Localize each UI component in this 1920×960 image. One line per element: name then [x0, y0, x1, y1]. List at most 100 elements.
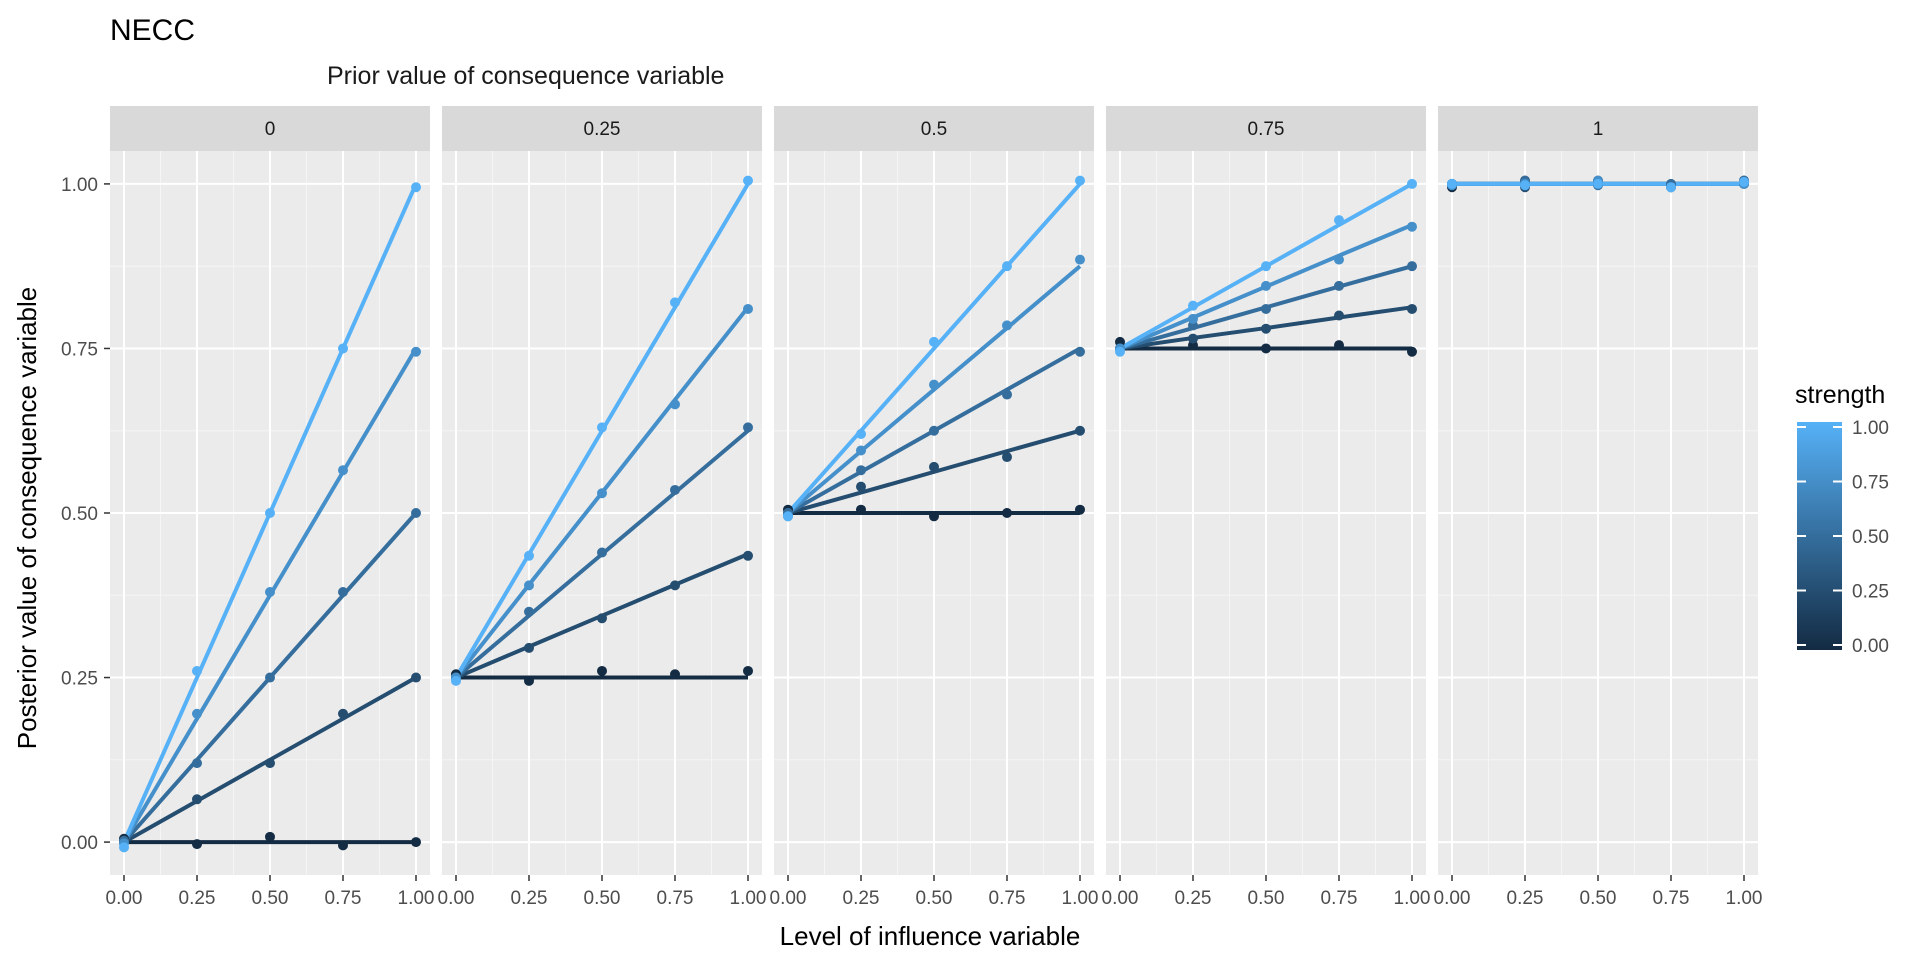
- y-tick-label: 0.75: [61, 339, 98, 360]
- y-tick-label: 0.50: [61, 504, 98, 525]
- facet-strip-label: 0.25: [584, 119, 621, 140]
- x-tick-label: 1.00: [1394, 888, 1431, 909]
- x-tick-label: 0.50: [1580, 888, 1617, 909]
- data-point: [743, 550, 753, 561]
- data-point: [524, 642, 534, 653]
- data-point: [411, 837, 421, 848]
- data-point: [929, 461, 939, 472]
- data-point: [265, 508, 275, 518]
- data-point: [670, 297, 680, 308]
- data-point: [1261, 280, 1271, 291]
- data-point: [1334, 215, 1344, 226]
- legend-tick-label: 1.00: [1852, 418, 1889, 439]
- facet-panel: 0.75 0.00 0.25 0.50 0.75 1.00: [1102, 106, 1431, 909]
- data-point: [1407, 261, 1417, 272]
- data-point: [1188, 333, 1198, 344]
- data-point: [1334, 310, 1344, 321]
- y-tick-label: 1.00: [61, 175, 98, 196]
- x-tick-label: 0.50: [252, 888, 289, 909]
- x-tick-label: 0.25: [511, 888, 548, 909]
- data-point: [1739, 176, 1749, 187]
- legend-title: strength: [1795, 381, 1885, 409]
- facet-title: Prior value of consequence variable: [327, 62, 724, 90]
- data-point: [1002, 452, 1012, 463]
- data-point: [856, 481, 866, 492]
- legend-tick-label: 0.50: [1852, 527, 1889, 548]
- facet-panels: 0 0.00 0.25 0.50 0.75 1.00 0.25 0.00 0.25 0.50 0.7…: [106, 106, 1762, 909]
- data-point: [929, 336, 939, 347]
- y-tick-label: 0.00: [61, 833, 98, 854]
- data-point: [119, 842, 129, 853]
- facet-strip-label: 0.5: [921, 119, 947, 140]
- data-point: [856, 504, 866, 515]
- data-point: [1666, 182, 1676, 193]
- facet-strip: [774, 106, 1094, 151]
- data-point: [411, 346, 421, 357]
- data-point: [1334, 340, 1344, 351]
- data-point: [856, 445, 866, 456]
- facet-strip-label: 0: [265, 119, 276, 140]
- data-point: [1075, 175, 1085, 186]
- x-tick-label: 0.75: [989, 888, 1026, 909]
- data-point: [338, 465, 348, 476]
- data-point: [1002, 261, 1012, 272]
- strength-legend: strength 1.00 0.75 0.50 0.25 0.00: [1795, 381, 1889, 657]
- legend-tick-label: 0.75: [1852, 473, 1889, 494]
- data-point: [411, 672, 421, 683]
- x-tick-label: 0.25: [179, 888, 216, 909]
- data-point: [338, 708, 348, 719]
- data-point: [597, 613, 607, 624]
- chart-title: NECC: [110, 14, 195, 47]
- data-point: [670, 399, 680, 410]
- data-point: [1261, 303, 1271, 314]
- data-point: [1334, 254, 1344, 265]
- data-point: [192, 708, 202, 719]
- data-point: [192, 839, 202, 850]
- facet-strip-label: 0.75: [1248, 119, 1285, 140]
- x-tick-label: 1.00: [730, 888, 767, 909]
- x-axis-title: Level of influence variable: [780, 921, 1081, 951]
- data-point: [265, 672, 275, 683]
- data-point: [1075, 425, 1085, 436]
- data-point: [1447, 178, 1457, 189]
- data-point: [670, 580, 680, 591]
- x-tick-label: 0.00: [770, 888, 807, 909]
- data-point: [1002, 320, 1012, 331]
- x-tick-label: 0.75: [1321, 888, 1358, 909]
- x-tick-label: 0.50: [916, 888, 953, 909]
- data-point: [524, 580, 534, 591]
- data-point: [1407, 221, 1417, 232]
- x-tick-label: 0.25: [843, 888, 880, 909]
- legend-ticks: 1.00 0.75 0.50 0.25 0.00: [1797, 418, 1889, 657]
- x-tick-label: 1.00: [1062, 888, 1099, 909]
- data-point: [1593, 178, 1603, 189]
- legend-tick-label: 0.25: [1852, 582, 1889, 603]
- facet-panel: 0.5 0.00 0.25 0.50 0.75 1.00: [770, 106, 1099, 909]
- data-point: [1520, 180, 1530, 191]
- data-point: [1334, 280, 1344, 291]
- data-point: [1407, 346, 1417, 357]
- x-tick-label: 0.50: [1248, 888, 1285, 909]
- facet-strip: [110, 106, 430, 151]
- y-axis: 0.00 0.25 0.50 0.75 1.00: [61, 175, 110, 854]
- x-tick-label: 0.00: [438, 888, 475, 909]
- data-point: [451, 675, 461, 686]
- data-point: [743, 665, 753, 676]
- data-point: [1002, 389, 1012, 400]
- data-point: [597, 488, 607, 499]
- data-point: [1115, 346, 1125, 357]
- data-point: [670, 484, 680, 495]
- data-point: [411, 508, 421, 518]
- facet-strip: [1106, 106, 1426, 151]
- data-point: [1075, 346, 1085, 357]
- facet-strip: [442, 106, 762, 151]
- data-point: [192, 758, 202, 769]
- x-tick-label: 0.25: [1507, 888, 1544, 909]
- data-point: [856, 429, 866, 440]
- x-tick-label: 0.75: [657, 888, 694, 909]
- data-point: [524, 550, 534, 561]
- data-point: [1002, 508, 1012, 518]
- y-axis-title: Posterior value of consequence variable: [12, 287, 42, 750]
- data-point: [338, 586, 348, 597]
- data-point: [929, 511, 939, 522]
